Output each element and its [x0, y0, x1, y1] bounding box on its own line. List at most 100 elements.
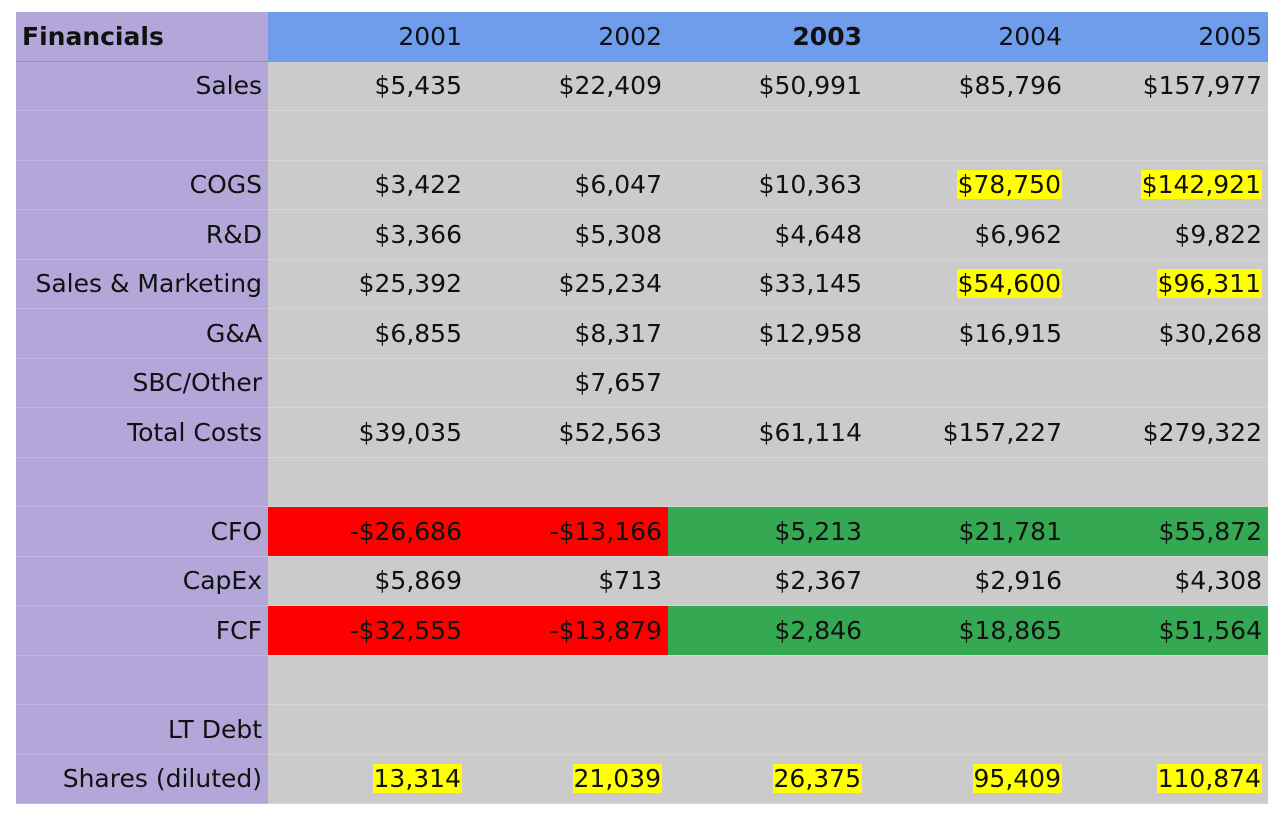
data-cell[interactable]: $85,796	[868, 61, 1068, 111]
data-cell[interactable]: $157,977	[1068, 61, 1268, 111]
data-cell[interactable]: $6,047	[468, 160, 668, 210]
row-label[interactable]: Sales & Marketing	[16, 259, 268, 309]
positive-cell[interactable]: $51,564	[1068, 606, 1268, 656]
data-cell[interactable]: 26,375	[668, 754, 868, 804]
data-cell[interactable]	[868, 358, 1068, 408]
data-cell[interactable]: $2,916	[868, 556, 1068, 606]
data-cell[interactable]: $6,962	[868, 210, 1068, 260]
row-label[interactable]: CFO	[16, 507, 268, 557]
data-cell[interactable]: $39,035	[268, 408, 468, 458]
data-cell[interactable]: $78,750	[868, 160, 1068, 210]
data-cell[interactable]: $6,855	[268, 309, 468, 359]
row-label[interactable]: Total Costs	[16, 408, 268, 458]
year-header-2004[interactable]: 2004	[868, 12, 1068, 62]
data-cell[interactable]: $33,145	[668, 259, 868, 309]
data-cell[interactable]: $5,869	[268, 556, 468, 606]
row-label[interactable]: Sales	[16, 61, 268, 111]
data-cell[interactable]: 110,874	[1068, 754, 1268, 804]
cell-value: $25,392	[358, 269, 462, 299]
data-cell[interactable]: $7,657	[468, 358, 668, 408]
data-cell[interactable]: $3,422	[268, 160, 468, 210]
data-cell[interactable]	[468, 705, 668, 755]
data-cell[interactable]	[668, 358, 868, 408]
row-label[interactable]: Shares (diluted)	[16, 754, 268, 804]
row-label[interactable]: CapEx	[16, 556, 268, 606]
data-cell[interactable]: $2,367	[668, 556, 868, 606]
data-cell[interactable]: $30,268	[1068, 309, 1268, 359]
data-cell[interactable]	[268, 457, 468, 507]
row-label[interactable]: G&A	[16, 309, 268, 359]
data-cell[interactable]	[668, 111, 868, 161]
data-cell[interactable]: $52,563	[468, 408, 668, 458]
row-label[interactable]	[16, 655, 268, 705]
positive-cell[interactable]: $55,872	[1068, 507, 1268, 557]
data-cell[interactable]: 13,314	[268, 754, 468, 804]
data-cell[interactable]: $12,958	[668, 309, 868, 359]
negative-cell[interactable]: -$13,166	[468, 507, 668, 557]
data-cell[interactable]: 95,409	[868, 754, 1068, 804]
highlighted-value: 95,409	[972, 764, 1062, 794]
data-cell[interactable]: $54,600	[868, 259, 1068, 309]
row-label[interactable]: SBC/Other	[16, 358, 268, 408]
data-cell[interactable]	[668, 705, 868, 755]
negative-cell[interactable]: -$13,879	[468, 606, 668, 656]
data-cell[interactable]: $9,822	[1068, 210, 1268, 260]
data-cell[interactable]	[668, 655, 868, 705]
data-cell[interactable]	[868, 705, 1068, 755]
data-cell[interactable]: $279,322	[1068, 408, 1268, 458]
data-cell[interactable]	[268, 111, 468, 161]
data-cell[interactable]	[468, 457, 668, 507]
data-cell[interactable]: $50,991	[668, 61, 868, 111]
data-cell[interactable]	[1068, 457, 1268, 507]
row-label[interactable]: R&D	[16, 210, 268, 260]
data-cell[interactable]	[868, 457, 1068, 507]
data-cell[interactable]: $25,234	[468, 259, 668, 309]
positive-cell[interactable]: $5,213	[668, 507, 868, 557]
data-cell[interactable]	[1068, 655, 1268, 705]
negative-cell[interactable]: -$32,555	[268, 606, 468, 656]
data-cell[interactable]: $157,227	[868, 408, 1068, 458]
data-cell[interactable]: $5,435	[268, 61, 468, 111]
data-cell[interactable]: $142,921	[1068, 160, 1268, 210]
year-header-2003[interactable]: 2003	[668, 12, 868, 62]
data-cell[interactable]	[468, 655, 668, 705]
row-label[interactable]	[16, 457, 268, 507]
data-cell[interactable]	[268, 705, 468, 755]
data-cell[interactable]: $16,915	[868, 309, 1068, 359]
data-cell[interactable]	[1068, 111, 1268, 161]
data-cell[interactable]: $713	[468, 556, 668, 606]
year-header-2002[interactable]: 2002	[468, 12, 668, 62]
negative-cell[interactable]: -$26,686	[268, 507, 468, 557]
table-title[interactable]: Financials	[16, 12, 268, 62]
row-label[interactable]: FCF	[16, 606, 268, 656]
data-cell[interactable]: $96,311	[1068, 259, 1268, 309]
year-header-2001[interactable]: 2001	[268, 12, 468, 62]
data-cell[interactable]: $10,363	[668, 160, 868, 210]
financials-table: Financials 2001 2002 2003 2004 2005 Sale…	[16, 12, 1268, 804]
row-label[interactable]: COGS	[16, 160, 268, 210]
positive-cell[interactable]: $2,846	[668, 606, 868, 656]
row-label[interactable]: LT Debt	[16, 705, 268, 755]
data-cell[interactable]	[1068, 705, 1268, 755]
positive-cell[interactable]: $21,781	[868, 507, 1068, 557]
data-cell[interactable]: $8,317	[468, 309, 668, 359]
data-cell[interactable]	[268, 358, 468, 408]
data-cell[interactable]	[1068, 358, 1268, 408]
data-cell[interactable]: $61,114	[668, 408, 868, 458]
data-cell[interactable]: $5,308	[468, 210, 668, 260]
data-cell[interactable]: $4,648	[668, 210, 868, 260]
positive-cell[interactable]: $18,865	[868, 606, 1068, 656]
data-cell[interactable]	[668, 457, 868, 507]
data-cell[interactable]: $4,308	[1068, 556, 1268, 606]
data-cell[interactable]: $25,392	[268, 259, 468, 309]
data-cell[interactable]	[868, 111, 1068, 161]
data-cell[interactable]: 21,039	[468, 754, 668, 804]
data-cell[interactable]	[868, 655, 1068, 705]
row-label[interactable]	[16, 111, 268, 161]
year-header-2005[interactable]: 2005	[1068, 12, 1268, 62]
data-cell[interactable]: $22,409	[468, 61, 668, 111]
data-cell[interactable]	[268, 655, 468, 705]
data-cell[interactable]: $3,366	[268, 210, 468, 260]
cell-value: $30,268	[1158, 318, 1262, 348]
data-cell[interactable]	[468, 111, 668, 161]
